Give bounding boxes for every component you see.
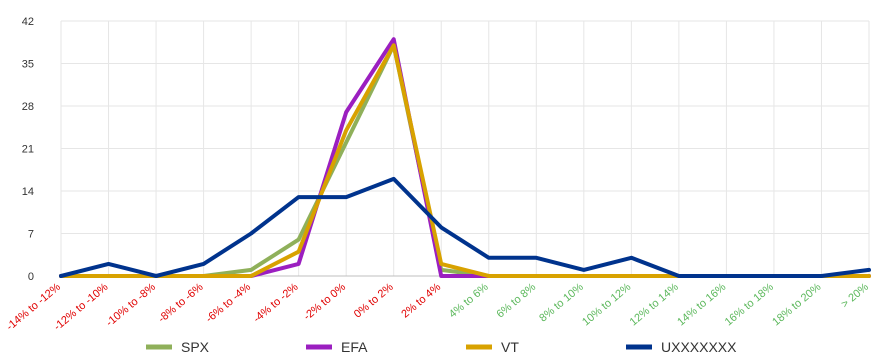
x-tick-label: -10% to -8% [104,281,158,329]
legend: SPX EFA VT UXXXXXXX [146,339,737,355]
x-tick-label: 8% to 10% [537,281,586,325]
series-lines [59,37,871,278]
x-tick-label: -4% to -2% [251,281,301,325]
x-tick-label: 4% to 6% [447,281,491,321]
y-tick-label: 21 [22,144,34,156]
x-tick-label: 16% to 18% [723,281,776,328]
y-tick-label: 14 [22,186,34,198]
legend-label-efa: EFA [341,339,368,355]
legend-label-spx: SPX [181,339,210,355]
x-tick-label: 12% to 14% [628,281,681,328]
legend-label-vt: VT [501,339,519,355]
y-tick-label: 35 [22,59,34,71]
x-tick-label: 18% to 20% [770,281,823,328]
x-tick-label: 6% to 8% [494,281,538,321]
y-tick-label: 42 [22,16,34,28]
series-line-uxxxxxxx [59,176,871,278]
x-tick-label: -8% to -6% [156,281,206,325]
x-tick-label: 14% to 16% [675,281,728,328]
x-tick-label: > 20% [839,281,871,311]
gridlines [60,20,870,277]
legend-label-uxxxxxxx: UXXXXXXX [661,339,737,355]
x-tick-label: 0% to 2% [352,281,396,321]
x-tick-label: -6% to -4% [204,281,254,325]
x-axis-ticks: -14% to -12%-12% to -10%-10% to -8%-8% t… [4,281,871,333]
x-tick-label: 10% to 12% [580,281,633,328]
x-tick-label: -2% to 0% [302,281,349,323]
y-tick-label: 28 [22,101,34,113]
x-tick-label: 2% to 4% [399,281,443,321]
y-tick-label: 0 [28,271,34,283]
y-tick-label: 7 [28,229,34,241]
y-axis-ticks: 0 7 14 21 28 35 42 [22,16,34,283]
